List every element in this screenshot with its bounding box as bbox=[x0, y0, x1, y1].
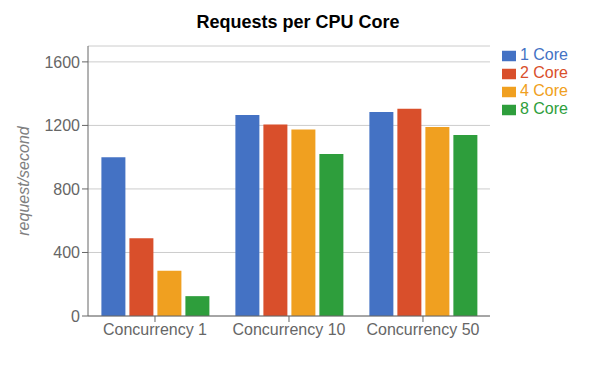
html-text:2 Core: 2 Core bbox=[520, 64, 568, 81]
svg-text:1600: 1600 bbox=[44, 54, 80, 71]
svg-text:Concurrency 1: Concurrency 1 bbox=[103, 321, 207, 338]
html-text:4 Core: 4 Core bbox=[520, 82, 568, 99]
svg-text:Concurrency 50: Concurrency 50 bbox=[366, 321, 479, 338]
svg-text:request/second: request/second bbox=[15, 125, 32, 236]
html-text:Requests per CPU Core: Requests per CPU Core bbox=[196, 12, 400, 32]
html-text:8 Core: 8 Core bbox=[520, 100, 568, 117]
svg-text:1200: 1200 bbox=[44, 117, 80, 134]
svg-text:Concurrency 10: Concurrency 10 bbox=[233, 321, 346, 338]
html-text:1 Core: 1 Core bbox=[520, 46, 568, 63]
svg-text:400: 400 bbox=[53, 244, 80, 261]
svg-text:0: 0 bbox=[71, 308, 80, 325]
svg-text:800: 800 bbox=[53, 181, 80, 198]
